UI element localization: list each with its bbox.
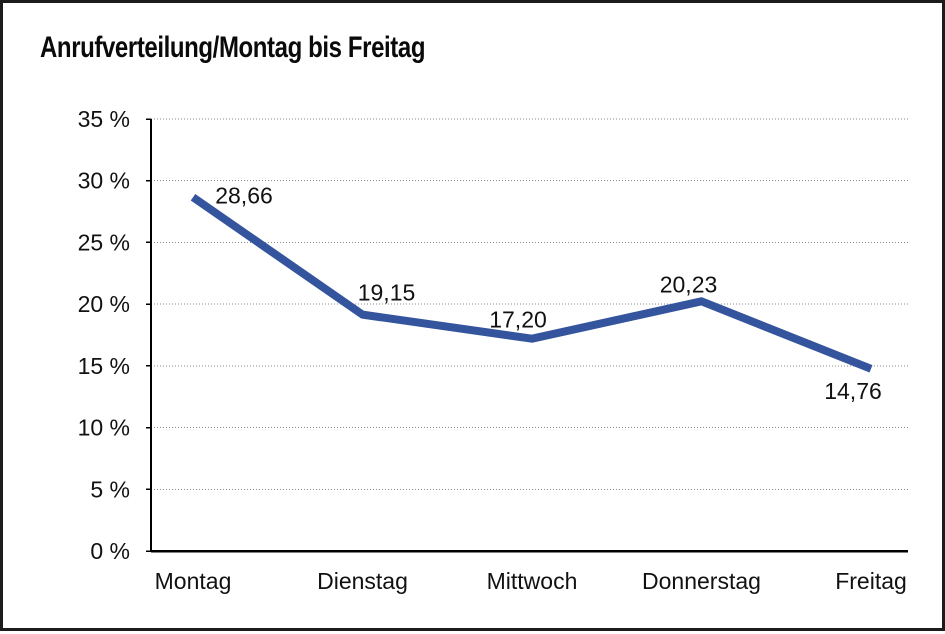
x-tick-label-montag: Montag: [155, 568, 232, 594]
x-tick-label-dienstag: Dienstag: [317, 568, 408, 594]
y-tick-label: 5 %: [90, 476, 130, 502]
x-tick-label-freitag: Freitag: [835, 568, 907, 594]
data-label-donnerstag: 20,23: [660, 271, 718, 297]
y-tick-label: 15 %: [78, 353, 130, 379]
x-tick-label-mittwoch: Mittwoch: [487, 568, 578, 594]
y-tick-label: 35 %: [78, 106, 130, 132]
data-label-dienstag: 19,15: [358, 280, 416, 306]
data-series-line: [190, 193, 873, 373]
line-chart: 0 % 5 % 10 % 15 % 20 % 25 % 30 % 35 % 28,66 19,15…: [78, 106, 908, 594]
y-tick-label: 20 %: [78, 291, 130, 317]
y-tick-label: 30 %: [78, 168, 130, 194]
data-label-montag: 28,66: [215, 182, 273, 208]
data-label-freitag: 14,76: [824, 378, 882, 404]
y-tick-label: 0 %: [90, 538, 130, 564]
y-tick-label: 25 %: [78, 229, 130, 255]
y-tick-label: 10 %: [78, 415, 130, 441]
data-label-mittwoch: 17,20: [489, 307, 547, 333]
chart-title: Anrufverteilung/Montag bis Freitag: [40, 31, 426, 64]
x-tick-label-donnerstag: Donnerstag: [642, 568, 761, 594]
